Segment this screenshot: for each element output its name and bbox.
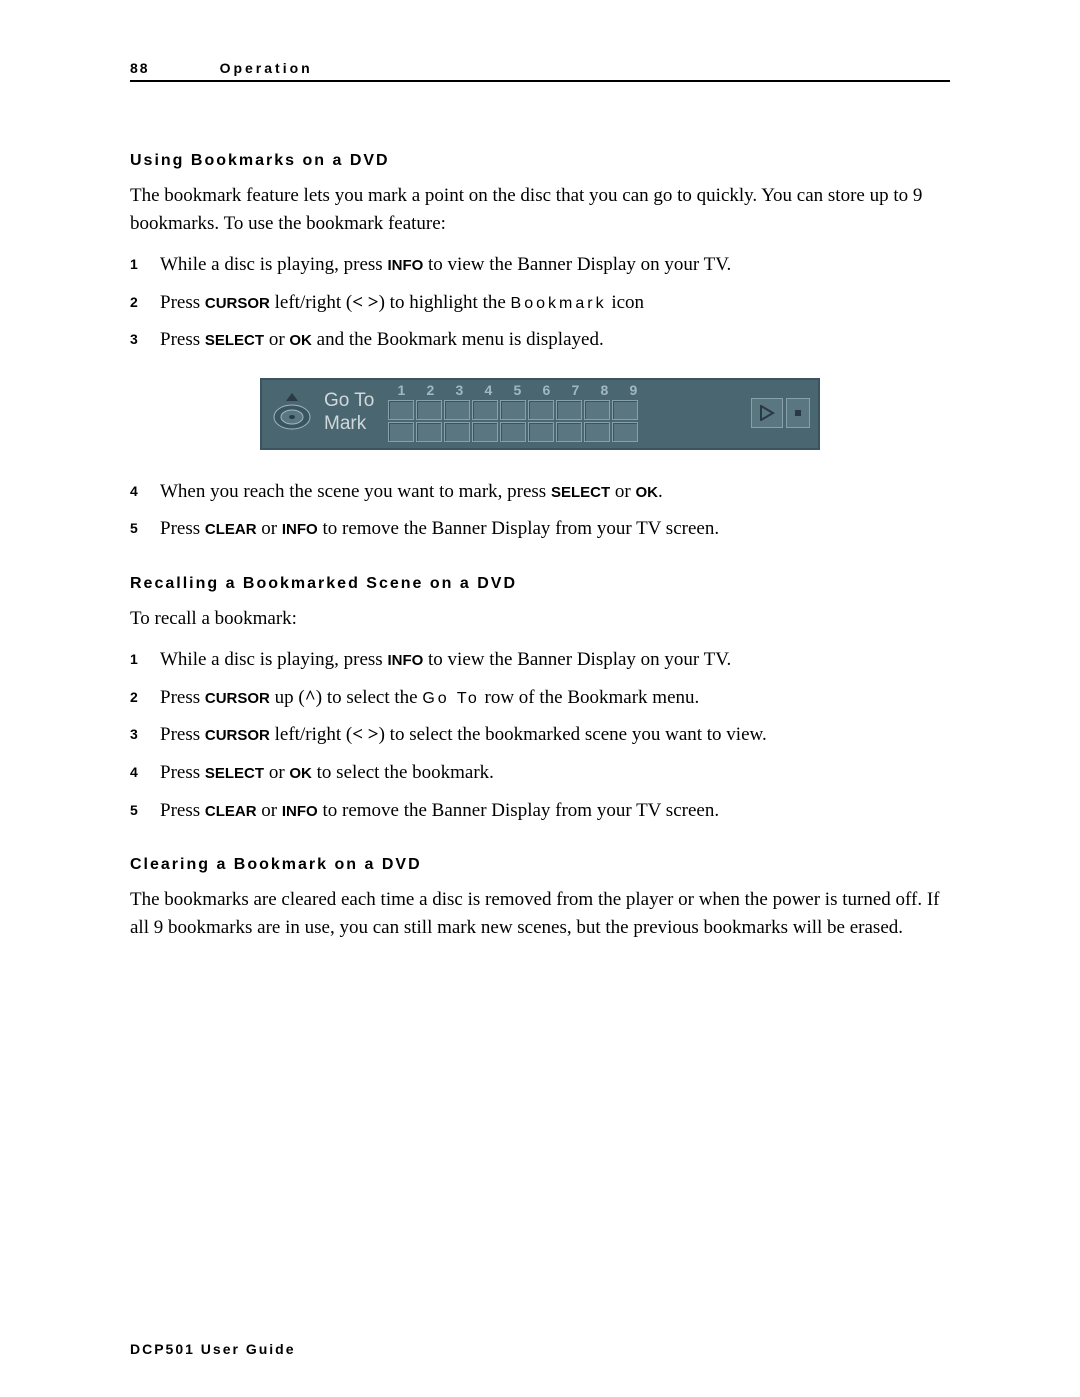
using-steps: 1 While a disc is playing, press INFO to… [130,251,950,354]
section-title-recalling: Recalling a Bookmarked Scene on a DVD [130,575,950,593]
slot [472,400,498,420]
list-item: 2 Press CURSOR left/right (< >) to highl… [130,289,950,317]
disc-icon [270,391,314,435]
step-number: 4 [130,759,160,782]
slot [388,400,414,420]
list-item: 5 Press CLEAR or INFO to remove the Bann… [130,515,950,543]
goto-slot-row [388,400,741,420]
slot [500,400,526,420]
clearing-body: The bookmarks are cleared each time a di… [130,886,950,941]
using-intro: The bookmark feature lets you mark a poi… [130,182,950,237]
play-icon [751,398,783,428]
step-number: 1 [130,251,160,274]
step-text: Press CURSOR left/right (< >) to select … [160,721,950,749]
list-item: 1 While a disc is playing, press INFO to… [130,646,950,674]
list-item: 2 Press CURSOR up (^) to select the Go T… [130,684,950,712]
slot [612,422,638,442]
using-steps-after: 4 When you reach the scene you want to m… [130,478,950,543]
section-title-clearing: Clearing a Bookmark on a DVD [130,856,950,874]
page-header: 88 Operation [130,60,950,82]
slot-numbers: 1 2 3 4 5 6 7 8 9 [388,382,741,398]
slot [612,400,638,420]
slot [416,422,442,442]
step-text: Press CLEAR or INFO to remove the Banner… [160,515,950,543]
slot [472,422,498,442]
step-number: 5 [130,797,160,820]
step-text: When you reach the scene you want to mar… [160,478,950,506]
step-number: 3 [130,326,160,349]
slot [556,422,582,442]
step-number: 5 [130,515,160,538]
recalling-intro: To recall a bookmark: [130,605,950,633]
step-number: 3 [130,721,160,744]
slot [500,422,526,442]
step-text: Press SELECT or OK and the Bookmark menu… [160,326,950,354]
list-item: 4 Press SELECT or OK to select the bookm… [130,759,950,787]
bookmark-panel-figure: Go To Mark 1 2 3 4 5 6 7 8 9 [130,378,950,450]
slot [444,400,470,420]
section-title-using: Using Bookmarks on a DVD [130,152,950,170]
stop-icon [786,398,810,428]
slot [528,422,554,442]
step-text: While a disc is playing, press INFO to v… [160,646,950,674]
panel-labels: Go To Mark [324,390,374,436]
step-number: 4 [130,478,160,501]
bookmark-panel: Go To Mark 1 2 3 4 5 6 7 8 9 [260,378,820,450]
slot [388,422,414,442]
step-number: 2 [130,289,160,312]
slot [556,400,582,420]
panel-mark-label: Mark [324,413,374,436]
list-item: 4 When you reach the scene you want to m… [130,478,950,506]
list-item: 3 Press SELECT or OK and the Bookmark me… [130,326,950,354]
step-text: Press CURSOR left/right (< >) to highlig… [160,289,950,317]
page: 88 Operation Using Bookmarks on a DVD Th… [0,0,1080,1397]
play-stop-controls [751,398,810,428]
recalling-steps: 1 While a disc is playing, press INFO to… [130,646,950,824]
footer: DCP501 User Guide [130,1341,296,1357]
mark-slot-row [388,422,741,442]
slot [416,400,442,420]
slot [584,422,610,442]
step-text: Press SELECT or OK to select the bookmar… [160,759,950,787]
slot [584,400,610,420]
list-item: 3 Press CURSOR left/right (< >) to selec… [130,721,950,749]
header-title: Operation [220,60,313,76]
slot [444,422,470,442]
slots-area: 1 2 3 4 5 6 7 8 9 [388,382,741,444]
step-text: Press CURSOR up (^) to select the Go To … [160,684,950,712]
list-item: 5 Press CLEAR or INFO to remove the Bann… [130,797,950,825]
page-number: 88 [130,60,150,76]
panel-goto-label: Go To [324,390,374,413]
step-number: 2 [130,684,160,707]
slot [528,400,554,420]
step-number: 1 [130,646,160,669]
step-text: While a disc is playing, press INFO to v… [160,251,950,279]
list-item: 1 While a disc is playing, press INFO to… [130,251,950,279]
step-text: Press CLEAR or INFO to remove the Banner… [160,797,950,825]
